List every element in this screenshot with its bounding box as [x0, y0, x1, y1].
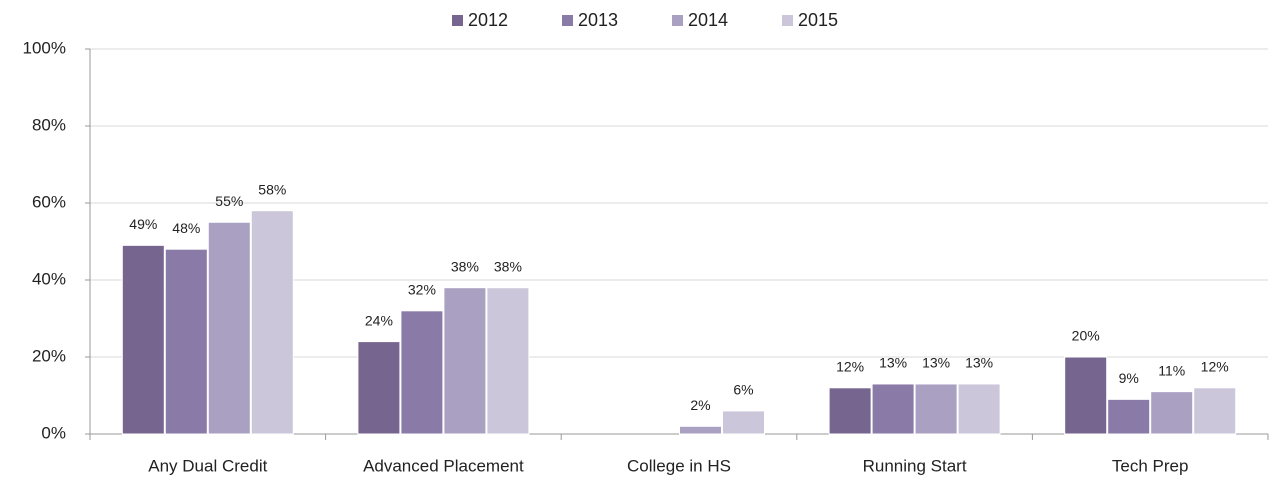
data-label: 11% — [1158, 362, 1185, 378]
bar — [679, 425, 722, 435]
bar — [250, 210, 294, 435]
data-label: 6% — [733, 382, 753, 398]
x-tick-label: Running Start — [863, 456, 967, 475]
data-label: 13% — [922, 355, 950, 371]
legend-swatch — [562, 15, 573, 26]
y-tick-label: 60% — [32, 192, 66, 211]
bar — [1107, 398, 1151, 435]
bar — [443, 287, 487, 435]
bar — [1064, 356, 1108, 435]
y-tick-label: 100% — [23, 38, 66, 57]
legend-label: 2013 — [578, 10, 618, 30]
x-tick-label: Any Dual Credit — [148, 456, 267, 475]
bar — [164, 248, 208, 435]
legend-label: 2014 — [688, 10, 728, 30]
data-label: 2% — [690, 397, 710, 413]
bar — [207, 221, 251, 435]
data-label: 55% — [215, 193, 243, 209]
legend-swatch — [672, 15, 683, 26]
y-tick-label: 40% — [32, 269, 66, 288]
data-label: 24% — [365, 312, 393, 328]
data-label: 13% — [965, 355, 993, 371]
bar — [914, 383, 958, 435]
bar — [486, 287, 530, 435]
bar — [722, 410, 765, 435]
x-tick-label: College in HS — [627, 456, 731, 475]
bar — [357, 341, 401, 435]
data-label: 13% — [879, 355, 907, 371]
bar — [400, 310, 444, 435]
x-tick-label: Tech Prep — [1112, 456, 1189, 475]
data-label: 20% — [1072, 328, 1100, 344]
legend-label: 2015 — [798, 10, 838, 30]
x-tick-label: Advanced Placement — [363, 456, 524, 475]
data-label: 12% — [1201, 359, 1229, 375]
y-tick-label: 20% — [32, 346, 66, 365]
data-label: 48% — [172, 220, 200, 236]
bar — [121, 244, 165, 435]
data-label: 9% — [1119, 370, 1139, 386]
data-label: 38% — [494, 258, 522, 274]
bar — [1150, 391, 1194, 435]
legend-swatch — [782, 15, 793, 26]
data-label: 32% — [408, 282, 436, 298]
data-label: 12% — [836, 359, 864, 375]
y-tick-label: 0% — [41, 423, 66, 442]
legend-label: 2012 — [468, 10, 508, 30]
data-label: 58% — [258, 181, 286, 197]
bar — [828, 387, 872, 435]
legend-swatch — [452, 15, 463, 26]
bar — [1193, 387, 1237, 435]
y-tick-label: 80% — [32, 115, 66, 134]
bar — [957, 383, 1001, 435]
data-label: 38% — [451, 258, 479, 274]
bar — [871, 383, 915, 435]
data-label: 49% — [129, 216, 157, 232]
